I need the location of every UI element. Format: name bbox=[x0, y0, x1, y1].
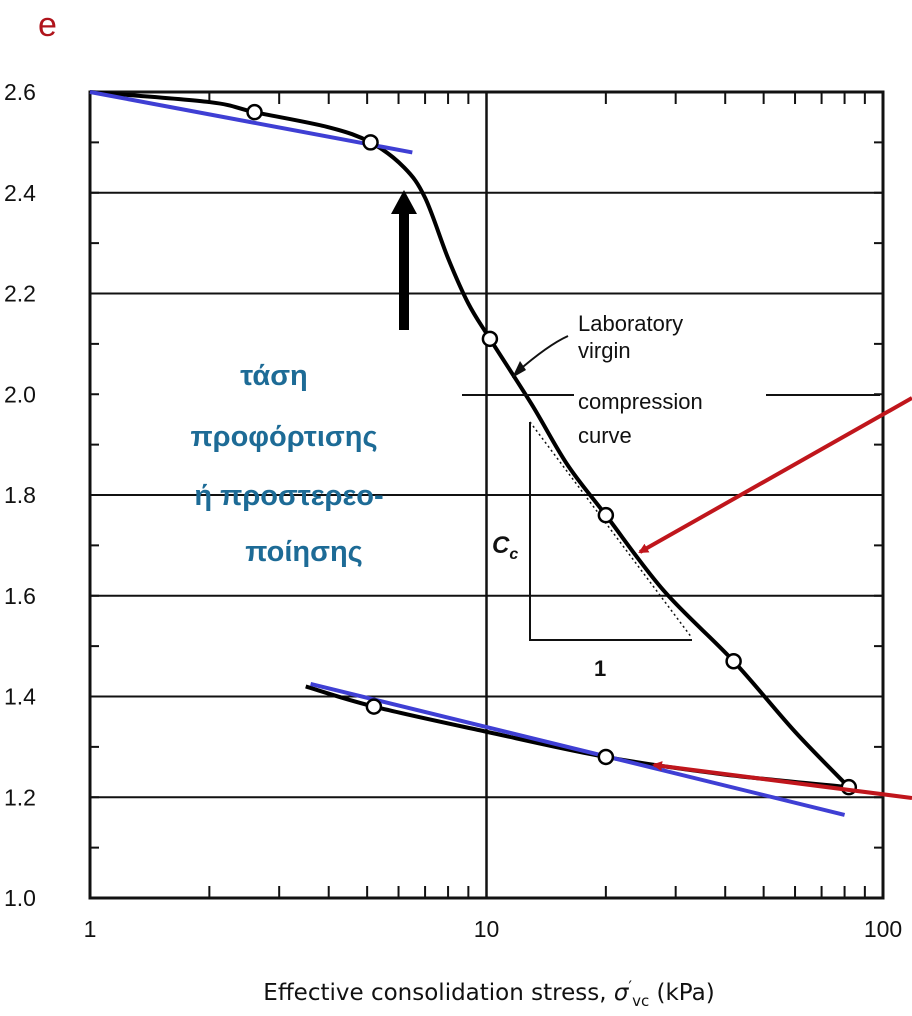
y-tick-label: 1.6 bbox=[4, 583, 36, 609]
data-point bbox=[246, 103, 263, 121]
y-tick-label: 1.2 bbox=[4, 784, 36, 810]
data-point bbox=[365, 698, 383, 715]
greek-line-1: τάση bbox=[240, 360, 308, 392]
tangent-line bbox=[310, 681, 846, 817]
slope-label: Cc bbox=[492, 532, 518, 563]
x-axis-label-text: Effective consolidation stress, bbox=[263, 980, 614, 1006]
greek-line-4: ποίησης bbox=[245, 536, 363, 568]
curve-label-line-4: curve bbox=[578, 423, 632, 448]
x-tick-labels: 1 10 100 bbox=[84, 916, 903, 942]
tangent-line bbox=[89, 90, 413, 155]
red-arrow-upper bbox=[638, 396, 912, 554]
y-tick-label: 1.0 bbox=[4, 885, 36, 911]
x-axis-label-prime: ′ bbox=[628, 977, 632, 996]
y-tick-label: 2.2 bbox=[4, 281, 36, 307]
curve-annotation: Laboratory virgin compression curve bbox=[462, 311, 880, 448]
y-tick-label: 2.4 bbox=[4, 180, 36, 206]
y-tick-label: 1.8 bbox=[4, 482, 36, 508]
x-axis-label-units: (kPa) bbox=[649, 980, 715, 1006]
curve-label-line-2: virgin bbox=[578, 338, 631, 363]
data-point bbox=[597, 506, 615, 524]
series-layer bbox=[89, 90, 851, 817]
curve-label-pointer bbox=[516, 335, 569, 373]
y-tick-label: 1.4 bbox=[4, 684, 36, 710]
greek-line-3: ή προστερεο- bbox=[194, 480, 383, 512]
y-tick-label: 2.6 bbox=[4, 79, 36, 105]
curve-label-line-1: Laboratory bbox=[578, 311, 683, 336]
slope-run-label: 1 bbox=[594, 656, 606, 681]
x-axis-label-subscript: vc bbox=[632, 992, 649, 1010]
slope-triangle: Cc 1 bbox=[492, 421, 693, 681]
x-axis-label: Effective consolidation stress, σ′vc (kP… bbox=[263, 977, 714, 1010]
greek-line-2: προφόρτισης bbox=[190, 421, 377, 453]
data-point bbox=[725, 652, 742, 670]
x-tick-label: 100 bbox=[864, 916, 902, 942]
data-point bbox=[597, 748, 615, 766]
y-tick-label: 2.0 bbox=[4, 381, 36, 407]
preconsolidation-text: τάση προφόρτισης ή προστερεο- ποίησης bbox=[190, 360, 383, 568]
red-arrow-lower bbox=[652, 761, 912, 800]
curve-label-line-3: compression bbox=[578, 389, 703, 414]
slope-label-subscript: c bbox=[509, 546, 518, 563]
y-axis-label: e bbox=[38, 6, 57, 44]
x-tick-label: 10 bbox=[474, 916, 500, 942]
compression-curve bbox=[89, 90, 851, 789]
x-axis-label-sigma: σ bbox=[614, 980, 630, 1006]
x-tick-label: 1 bbox=[84, 916, 97, 942]
slope-label-main: C bbox=[492, 532, 510, 559]
preconsolidation-arrow bbox=[391, 190, 417, 330]
y-tick-labels: 1.0 1.2 1.4 1.6 1.8 2.0 2.2 2.4 2.6 bbox=[4, 79, 36, 911]
data-point bbox=[481, 330, 499, 348]
data-point bbox=[362, 134, 379, 151]
